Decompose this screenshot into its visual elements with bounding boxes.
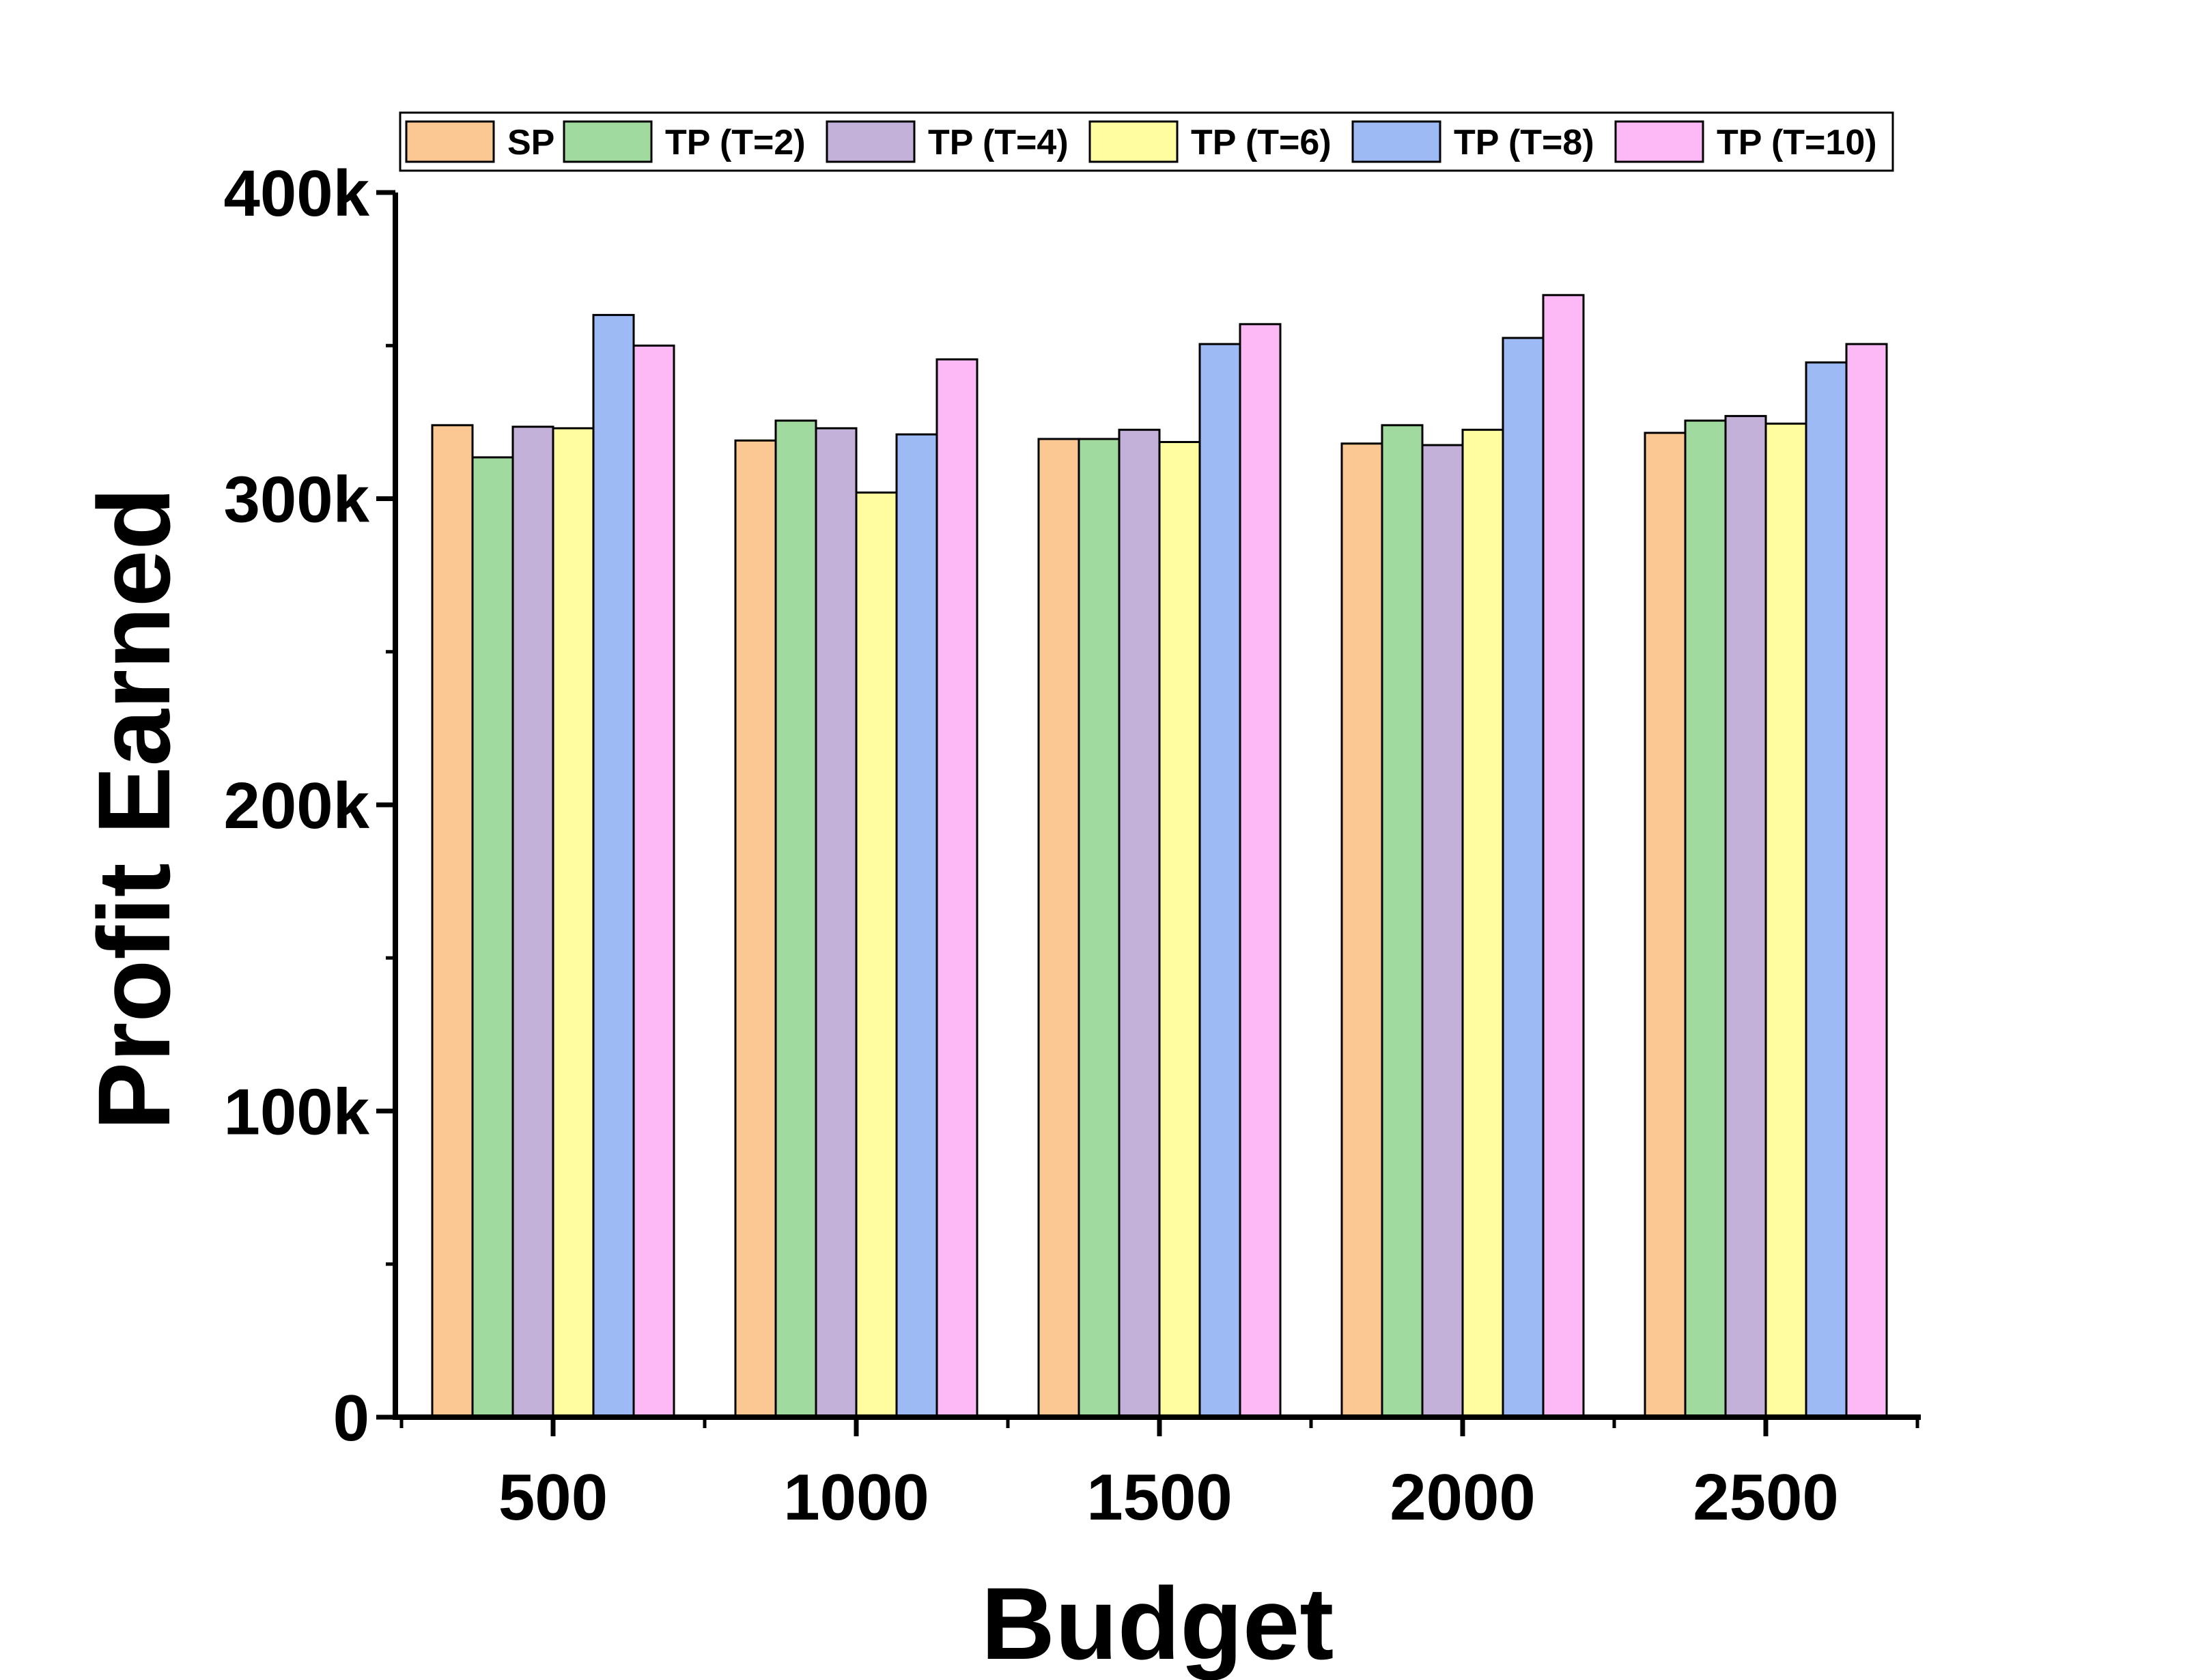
bar-1500-tp-t-8	[1198, 343, 1241, 1419]
legend-swatch	[563, 120, 653, 163]
y-tick-label: 400k	[223, 157, 369, 230]
bar-2000-tp-t-4	[1421, 444, 1464, 1419]
bar-2500-tp-t-4	[1724, 414, 1767, 1419]
bar-2000-tp-t-10	[1542, 294, 1585, 1419]
bar-2500-tp-t-2	[1684, 419, 1727, 1419]
legend-swatch	[1614, 120, 1704, 163]
x-tick-label: 2000	[1390, 1461, 1536, 1534]
y-tick-label: 200k	[223, 769, 369, 842]
bar-2500-sp	[1644, 431, 1687, 1419]
legend-swatch	[405, 120, 495, 163]
bar-1000-tp-t-2	[774, 419, 817, 1419]
legend-swatch	[1088, 120, 1179, 163]
x-tick-label: 1000	[783, 1461, 929, 1534]
bar-1000-tp-t-10	[935, 358, 979, 1419]
bar-2500-tp-t-8	[1805, 361, 1848, 1419]
bar-500-sp	[431, 424, 474, 1419]
bar-2500-tp-t-10	[1845, 343, 1888, 1419]
bar-1500-tp-t-10	[1239, 323, 1282, 1419]
legend-label: TP (T=4)	[928, 123, 1069, 162]
y-tick-label: 300k	[223, 464, 369, 537]
legend-swatch	[826, 120, 916, 163]
legend-swatch	[1351, 120, 1441, 163]
y-tick-label: 100k	[223, 1076, 369, 1149]
bar-500-tp-t-2	[471, 456, 514, 1419]
legend-label: TP (T=6)	[1191, 123, 1332, 162]
bar-2000-tp-t-6	[1461, 429, 1504, 1419]
x-tick-label: 2500	[1693, 1461, 1839, 1534]
bar-2000-tp-t-2	[1381, 424, 1424, 1419]
bar-1500-sp	[1037, 438, 1080, 1419]
bar-500-tp-t-6	[552, 427, 595, 1419]
y-ticks-group: 0 100k 200k 300k 400k	[223, 157, 395, 1455]
bar-1500-tp-t-6	[1158, 441, 1201, 1419]
x-tick-label: 1500	[1086, 1461, 1233, 1534]
legend-label: SP	[507, 123, 554, 162]
legend: SP TP (T=2) TP (T=4) TP (T=6) TP (T=8) TP (T=…	[399, 111, 1894, 172]
legend-label: TP (T=8)	[1454, 123, 1594, 162]
bar-1500-tp-t-4	[1118, 429, 1161, 1419]
bar-500-tp-t-4	[511, 425, 554, 1419]
bar-2500-tp-t-6	[1764, 423, 1807, 1419]
x-axis-title: Budget	[981, 1566, 1334, 1680]
legend-label: TP (T=2)	[665, 123, 806, 162]
legend-label: TP (T=10)	[1717, 123, 1877, 162]
bar-2000-tp-t-8	[1502, 337, 1545, 1419]
bar-1000-sp	[734, 439, 777, 1419]
x-ticks-group: 500 1000 1500 2000 2500	[399, 1417, 1919, 1534]
bar-1000-tp-t-6	[855, 492, 898, 1419]
bar-1000-tp-t-4	[815, 427, 858, 1419]
bar-500-tp-t-8	[592, 313, 635, 1419]
bar-500-tp-t-10	[632, 344, 675, 1419]
y-axis-title: Profit Earned	[76, 487, 191, 1130]
bars-group	[431, 294, 1888, 1419]
y-tick-label: 0	[333, 1382, 369, 1455]
bar-1000-tp-t-8	[895, 433, 938, 1419]
bar-2000-sp	[1340, 442, 1383, 1419]
bar-1500-tp-t-2	[1078, 438, 1121, 1419]
x-tick-label: 500	[498, 1461, 608, 1534]
